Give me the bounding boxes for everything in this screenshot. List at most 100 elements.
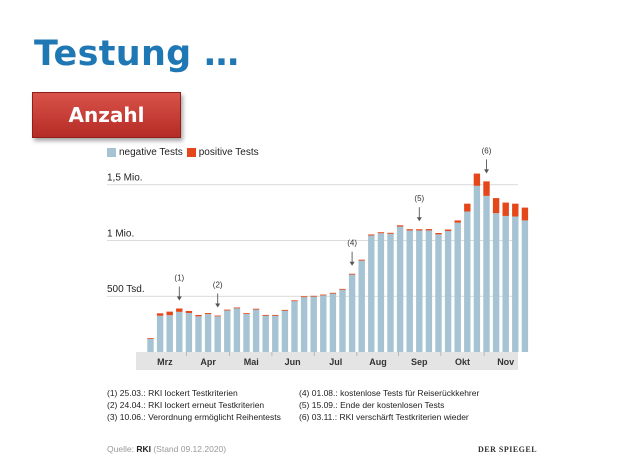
slide-title: Testung … xyxy=(34,34,240,74)
bar-positive-18 xyxy=(320,294,327,296)
y-tick-label-0: 500 Tsd. xyxy=(107,284,145,295)
bar-positive-24 xyxy=(377,232,385,234)
bar-negative-22 xyxy=(358,260,365,352)
bar-negative-38 xyxy=(512,216,519,352)
bar-negative-21 xyxy=(348,274,356,352)
note-1: (1) 25.03.: RKI lockert Testkriterien xyxy=(107,388,238,398)
bar-negative-24 xyxy=(377,233,385,352)
bar-negative-31 xyxy=(444,231,452,352)
y-tick-label-1: 1 Mio. xyxy=(107,228,134,239)
bar-negative-35 xyxy=(483,195,490,352)
bar-positive-7 xyxy=(214,315,221,317)
bar-positive-3 xyxy=(176,308,183,312)
bar-negative-11 xyxy=(252,309,260,352)
x-tick-label-jun: Jun xyxy=(285,357,301,367)
x-tick-label-nov: Nov xyxy=(497,357,514,367)
bar-positive-31 xyxy=(444,229,452,232)
bar-positive-2 xyxy=(166,311,173,316)
legend-positive-label: positive Tests xyxy=(198,147,259,158)
bar-positive-17 xyxy=(310,295,317,297)
bar-negative-26 xyxy=(396,226,404,352)
bar-negative-25 xyxy=(387,233,394,352)
bar-positive-16 xyxy=(300,296,308,298)
bar-negative-1 xyxy=(156,315,164,352)
bar-negative-39 xyxy=(521,220,529,352)
note-2: (2) 24.04.: RKI lockert erneut Testkrite… xyxy=(107,400,265,410)
annotation-arrow-head-3 xyxy=(416,217,422,222)
bar-negative-8 xyxy=(224,310,231,352)
bar-positive-0 xyxy=(147,338,154,339)
source-org: RKI xyxy=(136,444,151,454)
bar-positive-34 xyxy=(473,173,481,186)
annotation-arrow-head-1 xyxy=(215,303,221,308)
x-tick-label-mrz: Mrz xyxy=(157,357,173,367)
legend-negative: negative Tests xyxy=(107,147,183,158)
bar-negative-28 xyxy=(416,230,423,352)
bar-positive-29 xyxy=(425,229,433,231)
notes-col-left: (1) 25.03.: RKI lockert Testkriterien (2… xyxy=(107,387,281,423)
publisher-logo: DER SPIEGEL xyxy=(478,445,538,454)
notes-col-right: (4) 01.08.: kostenlose Tests für Reiserü… xyxy=(299,387,479,423)
bar-negative-4 xyxy=(185,312,193,352)
bar-positive-30 xyxy=(435,233,442,235)
bar-positive-12 xyxy=(262,314,269,316)
note-4: (4) 01.08.: kostenlose Tests für Reiserü… xyxy=(299,388,480,398)
bar-negative-27 xyxy=(406,230,413,352)
bar-negative-30 xyxy=(435,234,442,352)
bar-negative-32 xyxy=(454,222,461,352)
annotation-label-3: (5) xyxy=(414,194,424,203)
annotation-label-2: (4) xyxy=(347,239,357,248)
bar-negative-3 xyxy=(176,311,183,352)
bar-negative-16 xyxy=(300,296,308,352)
bar-negative-5 xyxy=(195,316,202,352)
bar-positive-5 xyxy=(195,314,202,317)
bar-positive-22 xyxy=(358,259,365,261)
bar-negative-13 xyxy=(272,315,279,352)
annotation-label-0: (1) xyxy=(174,274,184,283)
bar-positive-26 xyxy=(396,225,404,227)
source-prefix: Quelle: xyxy=(107,444,134,454)
bar-negative-14 xyxy=(281,310,289,352)
bar-negative-6 xyxy=(204,314,212,352)
bar-positive-35 xyxy=(483,181,490,196)
note-5: (5) 15.09.: Ende der kostenlosen Tests xyxy=(299,400,445,410)
legend-positive-swatch xyxy=(186,148,196,157)
bar-positive-32 xyxy=(454,220,461,223)
y-tick-label-2: 1,5 Mio. xyxy=(107,173,143,184)
x-tick-label-apr: Apr xyxy=(200,357,216,367)
x-tick-label-jul: Jul xyxy=(329,357,342,367)
anzahl-badge: Anzahl xyxy=(32,92,181,138)
bar-positive-39 xyxy=(521,207,529,221)
note-6: (6) 03.11.: RKI verschärft Testkriterien… xyxy=(299,412,469,422)
annotation-arrow-head-4 xyxy=(484,169,489,174)
bar-positive-1 xyxy=(156,313,164,316)
bar-negative-20 xyxy=(339,289,346,352)
bar-positive-9 xyxy=(233,307,241,309)
x-tick-label-sep: Sep xyxy=(411,357,428,367)
bar-positive-33 xyxy=(464,203,471,212)
bar-positive-38 xyxy=(512,203,519,217)
bar-negative-0 xyxy=(147,338,154,352)
note-3: (3) 10.06.: Verordnung ermöglicht Reihen… xyxy=(107,412,281,422)
bar-positive-27 xyxy=(406,229,413,231)
bar-positive-23 xyxy=(368,234,375,236)
source-suffix: (Stand 09.12.2020) xyxy=(153,444,227,454)
bar-positive-15 xyxy=(291,300,298,302)
x-tick-label-mai: Mai xyxy=(244,357,259,367)
bar-negative-19 xyxy=(329,293,337,352)
legend-negative-label: negative Tests xyxy=(119,147,183,158)
bar-positive-6 xyxy=(204,313,212,315)
bar-negative-18 xyxy=(320,295,327,352)
x-tick-label-aug: Aug xyxy=(369,357,387,367)
bar-positive-8 xyxy=(224,309,231,311)
bar-positive-19 xyxy=(329,292,337,294)
x-tick-label-okt: Okt xyxy=(455,357,470,367)
bar-positive-20 xyxy=(339,288,346,290)
bar-negative-33 xyxy=(464,211,471,352)
bar-negative-34 xyxy=(473,185,481,352)
bar-positive-10 xyxy=(243,313,250,314)
annotation-label-4: (6) xyxy=(482,146,492,155)
bar-positive-25 xyxy=(387,232,394,234)
bar-positive-37 xyxy=(502,202,509,216)
